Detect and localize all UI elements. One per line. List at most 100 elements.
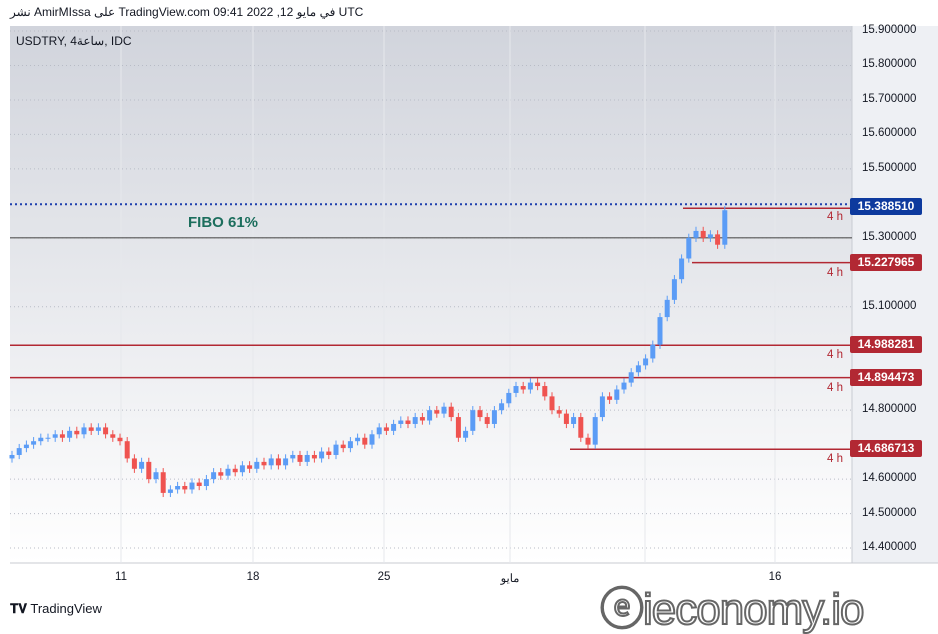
candle xyxy=(671,275,677,305)
candle xyxy=(131,454,137,473)
price-tick: 15.900000 xyxy=(862,24,917,36)
candle xyxy=(139,457,145,473)
timeframe-label: 4 h xyxy=(827,453,843,466)
candle-body xyxy=(686,237,692,259)
price-tick: 15.800000 xyxy=(862,58,917,71)
watermark-text: ieconomy.io xyxy=(642,585,866,634)
candle-body xyxy=(571,417,577,424)
candle-body xyxy=(563,413,569,424)
candle-body xyxy=(146,461,152,480)
candle-body xyxy=(419,417,425,421)
candle-body xyxy=(722,210,728,245)
candle xyxy=(599,392,605,422)
candle xyxy=(549,392,555,415)
candle-body xyxy=(556,410,562,414)
candle xyxy=(650,340,656,363)
candle xyxy=(376,423,382,439)
candle xyxy=(722,206,728,249)
candle-body xyxy=(383,427,389,431)
candle xyxy=(383,423,389,435)
candle xyxy=(362,433,368,449)
candle xyxy=(391,419,397,435)
candle xyxy=(441,402,447,418)
candle xyxy=(635,361,641,377)
candle-body xyxy=(189,482,195,490)
candle-body xyxy=(290,454,296,459)
candle xyxy=(592,412,598,449)
candle xyxy=(355,433,361,446)
date-tick: 18 xyxy=(246,571,260,583)
candle-body xyxy=(340,444,346,449)
timeframe-label: 4 h xyxy=(827,266,843,279)
candle-body xyxy=(376,427,382,435)
candle-body xyxy=(203,479,209,487)
tradingview-brand[interactable]: 𝐓𝐕 TradingView xyxy=(10,601,102,617)
candle-body xyxy=(88,427,94,431)
candle xyxy=(484,412,490,429)
candle xyxy=(16,443,22,460)
price-tick: 15.100000 xyxy=(862,299,917,312)
candle xyxy=(160,468,166,498)
candle-body xyxy=(578,417,584,438)
candle-body xyxy=(160,472,166,493)
candle xyxy=(679,254,685,284)
candle-body xyxy=(391,423,397,431)
candle xyxy=(38,433,44,446)
candle-body xyxy=(211,472,217,480)
price-tick: 14.400000 xyxy=(862,541,917,554)
level-price-tag: 15.227965 xyxy=(850,253,922,271)
candle-body xyxy=(427,410,433,421)
candle xyxy=(686,233,692,263)
candle xyxy=(347,437,353,453)
candle xyxy=(578,412,584,442)
candle-body xyxy=(369,434,375,445)
candle xyxy=(448,402,454,422)
candle-body xyxy=(664,299,670,318)
candle xyxy=(571,412,577,429)
candle xyxy=(67,426,73,442)
candle xyxy=(103,423,109,439)
price-scale[interactable] xyxy=(852,26,938,563)
candle-body xyxy=(268,458,274,466)
candle xyxy=(491,406,497,429)
candle-body xyxy=(542,386,548,397)
candle-body xyxy=(707,234,713,238)
candle-body xyxy=(45,437,51,439)
candle xyxy=(427,406,433,425)
fibo-label: FIBO 61% xyxy=(188,214,259,231)
candle-body xyxy=(326,451,332,455)
candle-body xyxy=(182,486,188,490)
candle-body xyxy=(628,372,634,383)
candle-body xyxy=(110,434,116,438)
candle-body xyxy=(124,441,130,459)
price-tick: 14.800000 xyxy=(862,403,917,416)
candle-body xyxy=(247,465,253,469)
candle-body xyxy=(650,344,656,359)
candle-body xyxy=(671,279,677,300)
candle xyxy=(74,426,80,439)
price-tick: 15.300000 xyxy=(862,230,917,243)
candle-body xyxy=(304,454,310,462)
candle xyxy=(117,433,123,446)
candle xyxy=(31,437,37,449)
brand-text: TradingView xyxy=(30,601,102,616)
candle-body xyxy=(362,437,368,445)
candle-body xyxy=(38,437,44,442)
candle xyxy=(23,440,29,453)
candle-body xyxy=(592,417,598,445)
candle-body xyxy=(455,417,461,438)
candle xyxy=(268,454,274,470)
candle xyxy=(95,423,101,435)
candle xyxy=(203,474,209,491)
candle xyxy=(52,430,58,442)
candle xyxy=(59,430,65,442)
candle xyxy=(628,368,634,387)
candle xyxy=(463,426,469,442)
chart-background xyxy=(10,26,852,563)
candle-body xyxy=(398,420,404,424)
candle xyxy=(657,312,663,349)
candle xyxy=(254,457,260,473)
candle xyxy=(506,388,512,408)
candle-body xyxy=(175,486,181,490)
